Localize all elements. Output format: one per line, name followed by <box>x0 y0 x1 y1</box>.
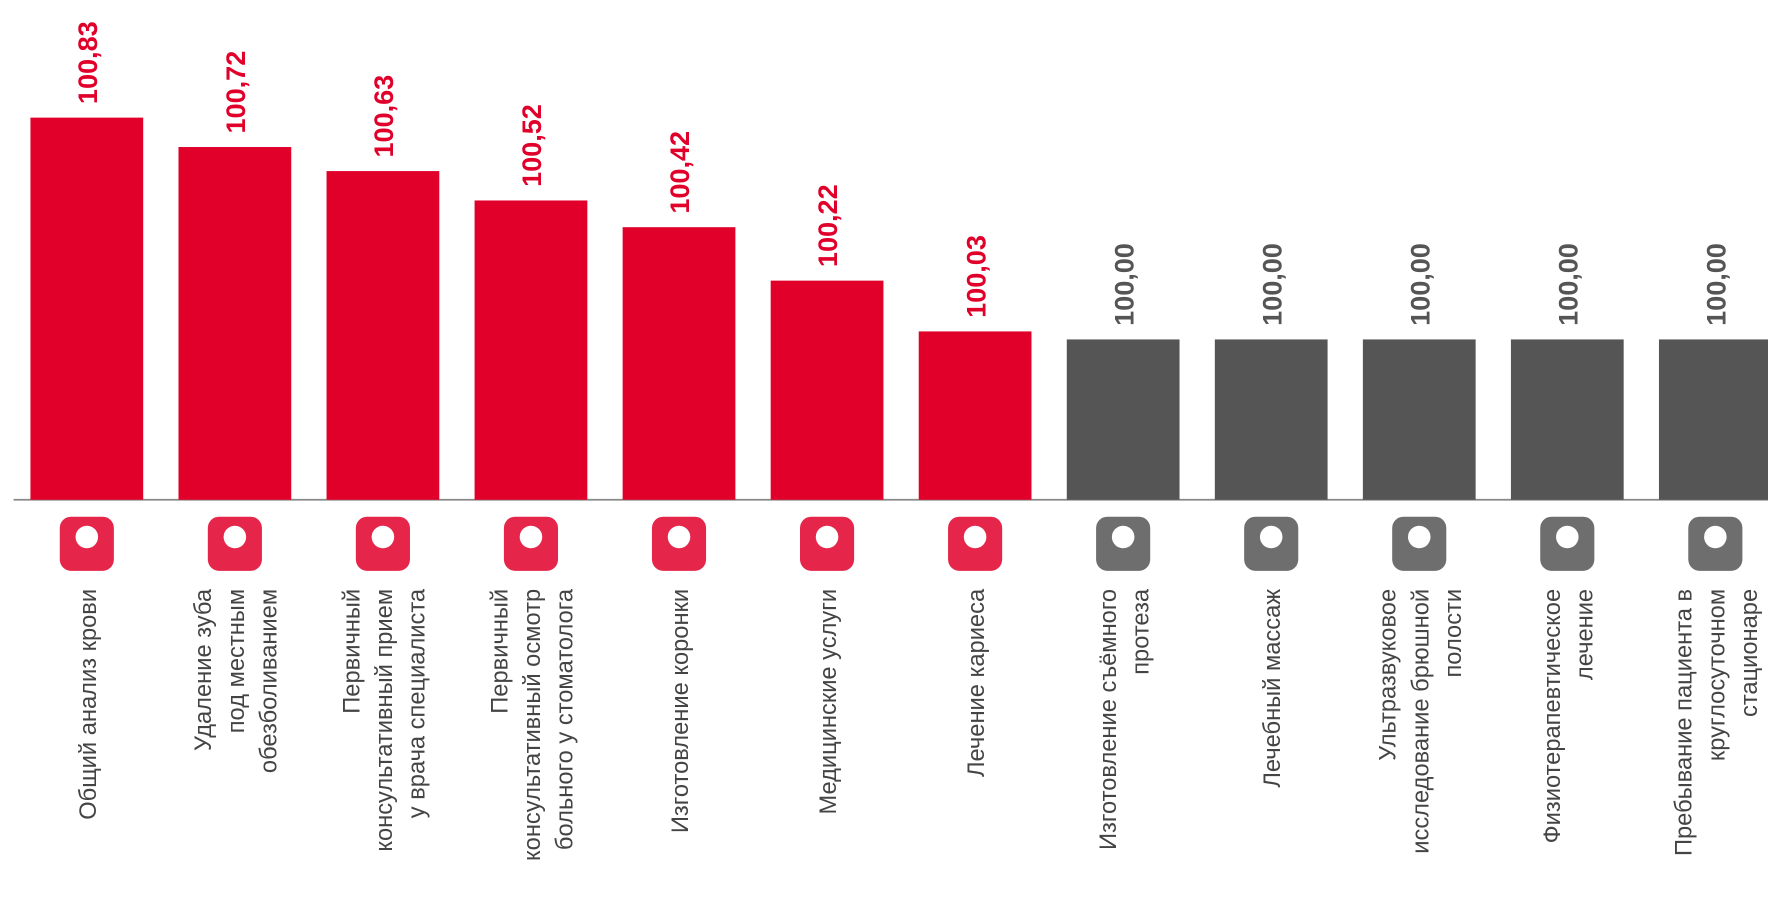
bar <box>919 331 1032 499</box>
category-icon <box>224 526 247 549</box>
bar <box>1511 339 1624 499</box>
category-label: Изготовление коронки <box>668 589 694 833</box>
bar <box>327 171 440 500</box>
value-label: 100,63 <box>369 75 399 158</box>
category-icon <box>1260 526 1283 549</box>
value-label: 100,22 <box>813 184 843 267</box>
value-label: 100,00 <box>1553 243 1583 326</box>
bar <box>475 200 588 499</box>
value-label: 100,83 <box>73 21 103 104</box>
value-label: 100,03 <box>961 235 991 318</box>
category-label: Общий анализ крови <box>76 589 102 820</box>
value-label: 100,52 <box>517 104 547 187</box>
category-icon <box>1408 526 1431 549</box>
value-label: 100,00 <box>1701 243 1731 326</box>
category-icon <box>816 526 839 549</box>
bar <box>30 118 143 500</box>
value-label: 100,00 <box>1405 243 1435 326</box>
category-label: Лечение кариеса <box>964 588 990 777</box>
value-label: 100,72 <box>221 51 251 134</box>
page: 100,83 Общий анализ крови 100,72 Удаление з… <box>0 0 1768 898</box>
category-icon <box>1704 526 1727 549</box>
category-icon <box>1556 526 1579 549</box>
value-label: 100,00 <box>1109 243 1139 326</box>
bar <box>1215 339 1328 499</box>
category-icon <box>1112 526 1135 549</box>
bar <box>623 227 736 500</box>
bar <box>1659 339 1768 499</box>
bar <box>178 147 291 500</box>
value-label: 100,42 <box>665 131 695 214</box>
bar <box>1363 339 1476 499</box>
category-icon <box>76 526 99 549</box>
category-icon <box>668 526 691 549</box>
category-label: Лечебный массаж <box>1260 589 1286 788</box>
category-label: Медицинские услуги <box>816 589 842 815</box>
category-icon <box>372 526 395 549</box>
category-icon <box>520 526 543 549</box>
bar <box>1067 339 1180 499</box>
value-label: 100,00 <box>1257 243 1287 326</box>
bar <box>771 281 884 500</box>
chart: 100,83 Общий анализ крови 100,72 Удаление з… <box>0 0 1768 898</box>
category-icon <box>964 526 987 549</box>
